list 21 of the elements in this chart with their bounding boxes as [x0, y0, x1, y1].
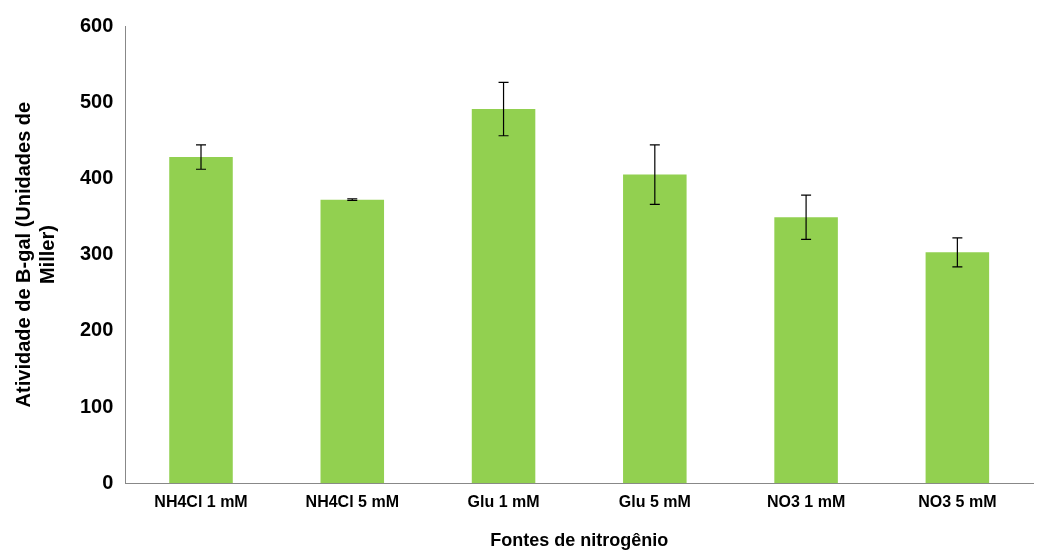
y-tick-label: 500	[79, 89, 114, 112]
y-axis-title: Atividade de B-gal (Unidades de Miller)	[11, 101, 58, 408]
x-tick-label: NH4Cl 1 mM	[154, 493, 248, 511]
x-tick-label: NO3 5 mM	[918, 493, 997, 511]
x-tick-label: NH4Cl 5 mM	[305, 493, 399, 511]
x-axis-title: Fontes de nitrogênio	[490, 530, 669, 551]
bar	[925, 252, 990, 484]
bar	[623, 174, 687, 484]
bar	[169, 157, 233, 484]
x-tick-label: Glu 1 mM	[467, 493, 540, 511]
y-tick-label: 400	[79, 165, 114, 188]
y-tick-label: 0	[102, 470, 114, 493]
x-tick-label: Glu 5 mM	[618, 493, 691, 511]
y-tick-label: 100	[79, 394, 114, 417]
bar	[471, 109, 536, 484]
x-tick-label: NO3 1 mM	[766, 493, 846, 511]
y-tick-label: 600	[79, 13, 114, 36]
y-tick-label: 200	[79, 318, 114, 341]
bar	[774, 217, 838, 484]
y-tick-label: 300	[79, 242, 114, 265]
bar	[320, 199, 385, 484]
